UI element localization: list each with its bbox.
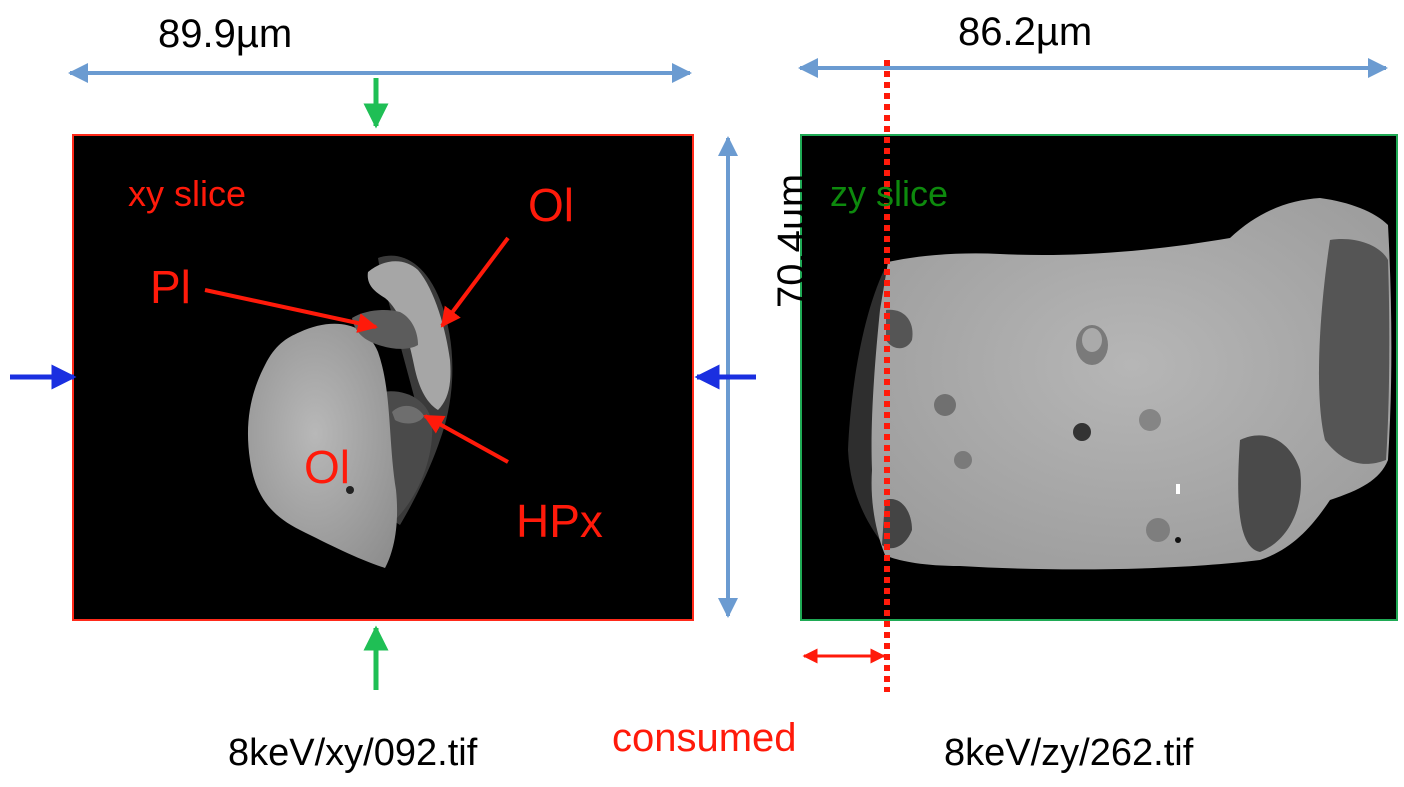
- zy-slice-image: [800, 134, 1398, 621]
- hpx-pointer: [423, 414, 509, 464]
- consumed-label: consumed: [612, 716, 797, 760]
- zy-slice-title: zy slice: [830, 173, 949, 214]
- zy-caption: 8keV/zy/262.tif: [944, 732, 1194, 774]
- zy-width-label: 86.2µm: [958, 10, 1093, 54]
- xy-width-label: 89.9µm: [158, 12, 293, 56]
- pl-pointer: [204, 288, 378, 333]
- hpx-label: HPx: [516, 495, 603, 547]
- height-label: 70.4µm: [770, 173, 814, 308]
- pl-label: Pl: [150, 261, 191, 313]
- xy-slice-title: xy slice: [128, 173, 247, 214]
- xy-caption: 8keV/xy/092.tif: [228, 732, 478, 774]
- ol-top-pointer: [440, 236, 510, 328]
- ol-top-label: Ol: [528, 179, 574, 231]
- ol-bottom-label: Ol: [304, 441, 350, 493]
- xy-slice-image: [72, 134, 694, 621]
